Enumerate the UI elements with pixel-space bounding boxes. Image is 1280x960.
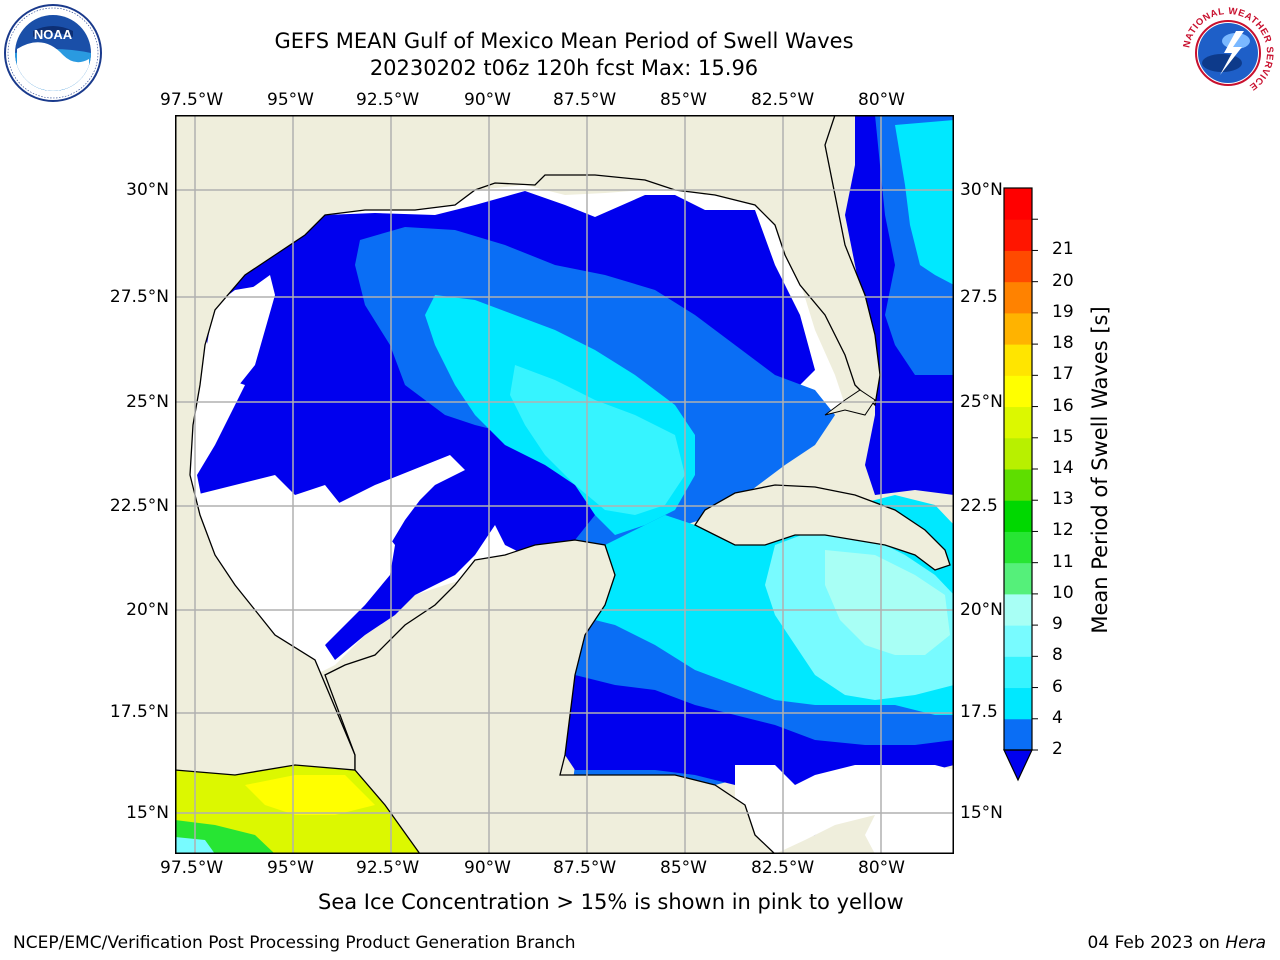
lon-tick-top: 85°W <box>660 90 707 110</box>
colorbar-tick-label: 10 <box>1052 582 1074 603</box>
lat-tick-right: 22.5 <box>960 496 998 516</box>
colorbar-tick-label: 2 <box>1052 739 1063 759</box>
colorbar-band <box>1004 718 1032 751</box>
colorbar-under-triangle <box>1003 749 1033 782</box>
colorbar-tick-label: 16 <box>1052 395 1074 416</box>
lat-tick-left: 15°N <box>126 803 169 823</box>
land-yucatan-central-america <box>324 539 776 854</box>
lon-tick-top: 87.5°W <box>553 90 617 110</box>
colorbar-frame <box>1003 187 1033 751</box>
lon-tick-bottom: 97.5°W <box>160 858 224 878</box>
noaa-wordmark: NOAA <box>34 27 73 42</box>
lat-tick-right: 25°N <box>960 392 1003 412</box>
colorbar-band <box>1004 500 1032 532</box>
lat-tick-left: 20°N <box>126 600 169 620</box>
colorbar-band <box>1004 250 1032 283</box>
sea-ice-note: Sea Ice Concentration > 15% is shown in … <box>318 890 904 914</box>
colorbar-band <box>1004 406 1032 439</box>
lon-tick-top: 95°W <box>267 90 314 110</box>
lat-tick-left: 25°N <box>126 392 169 412</box>
colorbar-tick-label: 13 <box>1052 489 1074 510</box>
colorbar-band <box>1004 188 1032 220</box>
colorbar <box>1003 187 1038 782</box>
colorbar-tick-label: 15 <box>1052 426 1074 447</box>
colorbar-tick-label: 18 <box>1052 333 1074 354</box>
lon-tick-top: 97.5°W <box>160 90 224 110</box>
colorbar-band <box>1004 469 1032 501</box>
map-frame <box>175 115 954 854</box>
chart-subtitle: 20230202 t06z 120h fcst Max: 15.96 <box>369 56 759 80</box>
gridlines <box>175 115 954 854</box>
lat-tick-right: 27.5 <box>960 287 998 307</box>
lat-tick-right: 30°N <box>960 180 1003 200</box>
colorbar-tick-label: 4 <box>1052 707 1063 728</box>
colorbar-band <box>1004 344 1032 376</box>
footer-machine: Hera <box>1225 933 1266 953</box>
swell-period-map <box>175 115 954 854</box>
colorbar-band <box>1004 312 1032 345</box>
lon-tick-bottom: 95°W <box>267 858 314 878</box>
footer-credit: NCEP/EMC/Verification Post Processing Pr… <box>13 933 576 953</box>
colorbar-band <box>1004 656 1032 689</box>
lat-tick-left: 22.5°N <box>109 496 169 516</box>
lat-tick-left: 17.5°N <box>109 702 169 722</box>
colorbar-tick-label: 9 <box>1052 614 1063 635</box>
caribbean-pale-band <box>825 550 950 655</box>
lon-tick-top: 80°W <box>858 90 905 110</box>
colorbar-band <box>1004 562 1032 595</box>
colorbar-tick-label: 14 <box>1052 458 1074 478</box>
noaa-logo: NOAA <box>4 4 102 102</box>
colorbar-band <box>1004 687 1032 720</box>
lat-tick-right: 15°N <box>960 803 1003 823</box>
colorbar-bands <box>1004 188 1038 751</box>
colorbar-tick-label: 21 <box>1052 239 1074 260</box>
colorbar-tick-label: 11 <box>1052 551 1074 572</box>
lat-tick-right: 17.5 <box>960 702 998 722</box>
footer-date: 04 Feb 2023 on Hera <box>1088 933 1266 953</box>
lon-tick-top: 90°W <box>464 90 511 110</box>
colorbar-tick-label: 12 <box>1052 520 1074 541</box>
colorbar-title: Mean Period of Swell Waves [s] <box>1088 306 1112 634</box>
colorbar-band <box>1004 593 1032 626</box>
lon-tick-bottom: 87.5°W <box>553 858 617 878</box>
pacific-bright-yellow <box>245 775 375 815</box>
lon-tick-top: 82.5°W <box>751 90 815 110</box>
white-patch-west <box>205 275 275 395</box>
caribbean-darkblue <box>565 675 954 845</box>
lon-tick-bottom: 82.5°W <box>751 858 815 878</box>
colorbar-tick-label: 17 <box>1052 364 1074 385</box>
lon-tick-bottom: 85°W <box>660 858 707 878</box>
colorbar-band <box>1004 219 1032 251</box>
lon-tick-bottom: 80°W <box>858 858 905 878</box>
colorbar-tick-label: 19 <box>1052 301 1074 322</box>
colorbar-band <box>1004 531 1032 564</box>
colorbar-band <box>1004 281 1032 314</box>
caribbean-white-south <box>735 765 954 854</box>
colorbar-band <box>1004 437 1032 470</box>
nws-logo: NATIONAL WEATHER SERVICE <box>1180 5 1276 101</box>
colorbar-band <box>1004 625 1032 657</box>
footer-date-text: 04 Feb 2023 on <box>1087 933 1226 953</box>
colorbar-band <box>1004 375 1032 408</box>
chart-title: GEFS MEAN Gulf of Mexico Mean Period of … <box>274 29 854 53</box>
lon-tick-bottom: 90°W <box>464 858 511 878</box>
lat-tick-left: 27.5°N <box>109 287 169 307</box>
lat-tick-left: 30°N <box>126 180 169 200</box>
colorbar-tick-label: 6 <box>1052 676 1063 697</box>
lon-tick-bottom: 92.5°W <box>356 858 420 878</box>
atlantic-cyan <box>895 120 954 285</box>
lon-tick-top: 92.5°W <box>356 90 420 110</box>
colorbar-tick-label: 20 <box>1052 270 1074 291</box>
colorbar-tick-label: 8 <box>1052 645 1063 666</box>
lat-tick-right: 20°N <box>960 600 1003 620</box>
